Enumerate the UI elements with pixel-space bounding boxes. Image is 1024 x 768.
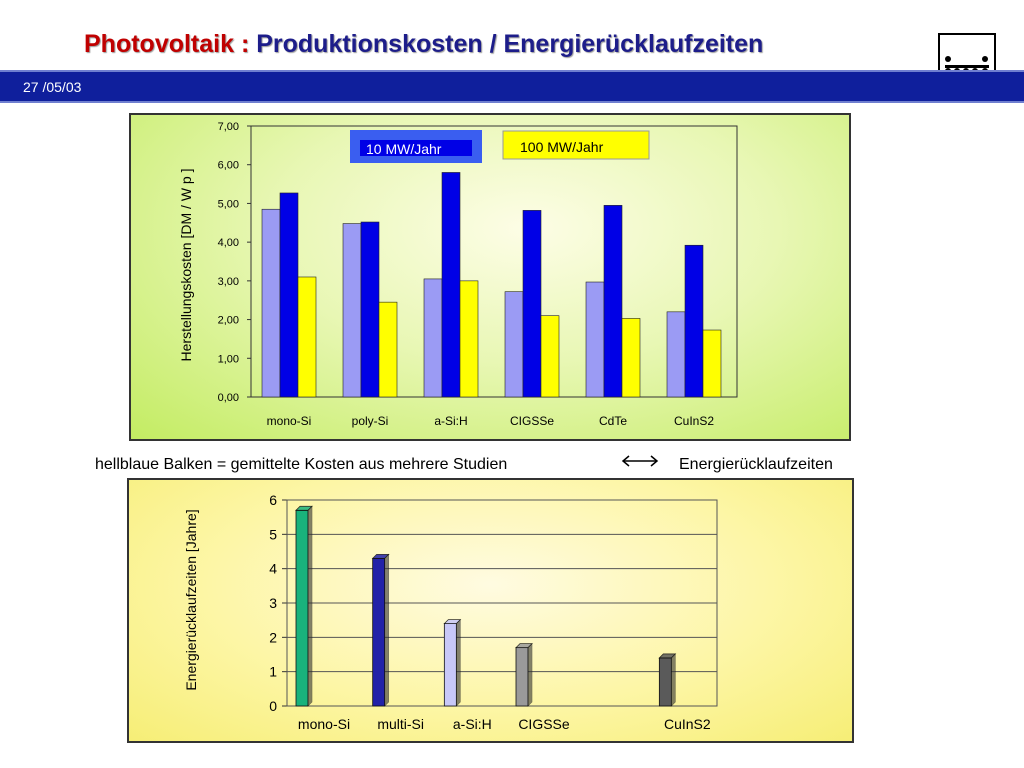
- payback-y-tick-label: 3: [269, 595, 277, 611]
- cost-y-tick-label: 6,00: [218, 160, 239, 172]
- payback-category-label: mono-Si: [298, 716, 350, 732]
- payback-bar-side: [456, 618, 461, 707]
- cost-y-axis-label: Herstellungskosten [DM / W p ]: [178, 169, 194, 362]
- payback-y-tick-label: 0: [269, 698, 277, 714]
- legend-10mw-swatch: [360, 140, 472, 156]
- cost-bar-10mw: [522, 210, 542, 398]
- payback-bar: [295, 509, 309, 707]
- payback-y-axis-label: Energierücklaufzeiten [Jahre]: [183, 509, 199, 690]
- cost-category-label: CuInS2: [674, 414, 714, 428]
- cost-category-label: CdTe: [599, 414, 627, 428]
- payback-y-tick-label: 5: [269, 526, 277, 542]
- cost-category-label: CIGSSe: [510, 414, 554, 428]
- payback-bar: [443, 623, 457, 707]
- payback-category-label: multi-Si: [377, 716, 424, 732]
- payback-bar-side: [384, 553, 389, 707]
- cost-plot-area: [250, 125, 738, 398]
- caption-right: Energierücklaufzeiten: [679, 456, 833, 473]
- cost-category-label: poly-Si: [352, 414, 389, 428]
- payback-category-label: CuInS2: [664, 716, 711, 732]
- payback-y-tick-label: 2: [269, 629, 277, 645]
- cost-chart-panel: [129, 113, 851, 441]
- payback-bar-side: [671, 653, 676, 707]
- payback-chart-panel: [127, 478, 854, 743]
- payback-bar-side: [527, 642, 533, 707]
- cost-y-tick-label: 3,00: [218, 276, 239, 288]
- legend-100mw-swatch: [502, 130, 650, 160]
- payback-bar: [515, 647, 529, 707]
- cost-bar-10mw: [684, 244, 704, 398]
- cost-bar-10mw: [603, 205, 623, 398]
- payback-y-tick-label: 4: [269, 561, 277, 577]
- cost-bar-100mw: [621, 318, 641, 398]
- page-title: Photovoltaik : Produktionskosten / Energ…: [84, 30, 763, 59]
- cost-y-tick-label: 4,00: [218, 237, 239, 249]
- legend-100mw-label: 100 MW/Jahr: [520, 139, 604, 155]
- payback-bar: [658, 657, 672, 707]
- cost-bar-100mw: [297, 276, 317, 398]
- cost-y-tick-label: 5,00: [218, 198, 239, 210]
- payback-bar-side: [307, 505, 313, 707]
- cost-y-tick-label: 2,00: [218, 315, 239, 327]
- caption-left: hellblaue Balken = gemittelte Kosten aus…: [95, 456, 508, 473]
- payback-bar: [372, 557, 386, 707]
- cost-y-tick-label: 7,00: [218, 121, 239, 133]
- title-main: Produktionskosten / Energierücklaufzeite…: [256, 30, 764, 58]
- payback-category-label: a-Si:H: [453, 716, 492, 732]
- cost-y-tick-label: 0,00: [218, 392, 239, 404]
- title-prefix: Photovoltaik :: [84, 30, 257, 58]
- payback-y-tick-label: 1: [269, 664, 277, 680]
- payback-category-label: CIGSSe: [518, 716, 570, 732]
- legend-10mw-label: 10 MW/Jahr: [366, 141, 442, 157]
- cost-bar-100mw: [540, 315, 560, 398]
- cost-category-label: a-Si:H: [434, 414, 467, 428]
- header-bar: [0, 70, 1024, 103]
- cost-bar-100mw: [702, 329, 722, 398]
- payback-y-tick-label: 6: [269, 492, 277, 508]
- double-arrow-icon: [621, 455, 659, 467]
- cost-category-label: mono-Si: [267, 414, 312, 428]
- cost-bar-100mw: [378, 301, 398, 398]
- cost-bar-100mw: [459, 280, 479, 398]
- date-label: 27 /05/03: [23, 79, 82, 95]
- cost-y-tick-label: 1,00: [218, 353, 239, 365]
- payback-plot-area: [286, 499, 718, 707]
